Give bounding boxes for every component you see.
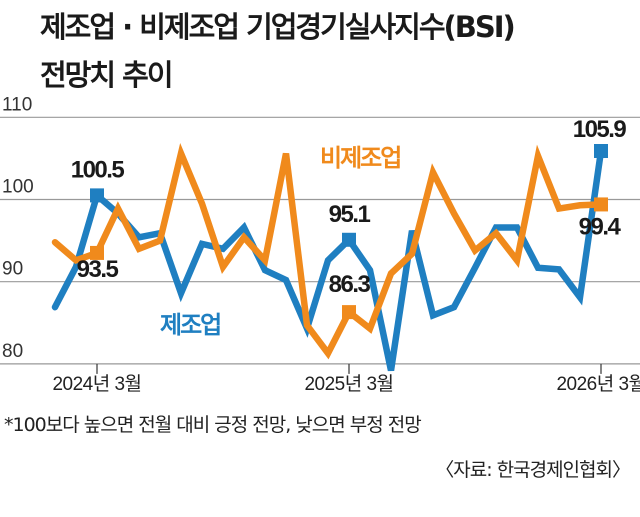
x-tick-label: 2025년 3월	[304, 373, 393, 395]
data-label: 93.5	[77, 256, 119, 283]
data-marker	[342, 305, 356, 320]
y-tick-label: 110	[2, 94, 32, 115]
data-marker	[342, 232, 356, 247]
y-tick-label: 80	[2, 341, 23, 362]
data-label: 105.9	[573, 116, 627, 143]
data-marker	[594, 197, 608, 212]
series-line-manufacturing	[51, 147, 605, 372]
footnote: *100보다 높으면 전월 대비 긍정 전망, 낮으면 부정 전망	[4, 414, 422, 436]
data-marker	[594, 144, 608, 159]
data-label: 95.1	[329, 201, 371, 228]
data-label: 86.3	[329, 271, 371, 298]
x-tick-label: 2026년 3월	[556, 373, 640, 395]
source-note: 〈자료: 한국경제인협회〉	[435, 459, 631, 481]
data-marker	[90, 188, 104, 203]
chart-title-line-1: 제조업 · 비제조업 기업경기실사지수(BSI)	[40, 10, 516, 44]
y-tick-label: 100	[2, 177, 34, 198]
chart-title-line-2: 전망치 추이	[40, 58, 173, 92]
series-line-non-manufacturing	[51, 143, 605, 360]
data-marker	[90, 245, 104, 260]
data-label: 100.5	[71, 156, 125, 183]
data-label: 99.4	[579, 213, 622, 240]
series-label-non-manufacturing: 비제조업	[320, 144, 400, 172]
y-tick-label: 90	[2, 259, 23, 280]
x-tick-label: 2024년 3월	[52, 373, 141, 395]
series-label-manufacturing: 제조업	[160, 311, 220, 339]
